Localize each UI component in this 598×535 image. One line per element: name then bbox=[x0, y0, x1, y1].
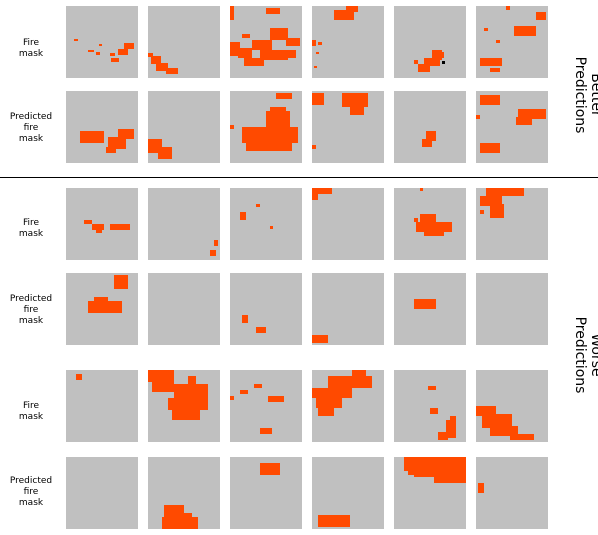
predicted-fire-mask-tile bbox=[148, 91, 220, 163]
fire-mask-tile bbox=[148, 188, 220, 260]
fire-mask-tile bbox=[230, 188, 302, 260]
predicted-fire-mask-tile bbox=[66, 273, 138, 345]
predicted-fire-mask-tile bbox=[312, 457, 384, 529]
fire-mask-tile bbox=[476, 370, 548, 442]
fire-mask-tile bbox=[394, 6, 466, 78]
predicted-fire-mask-tile bbox=[312, 273, 384, 345]
fire-mask-tile bbox=[476, 6, 548, 78]
fire-mask-tile bbox=[476, 188, 548, 260]
row-label-fire-mask: Fire mask bbox=[18, 38, 44, 59]
predicted-fire-mask-tile bbox=[230, 91, 302, 163]
fire-mask-tile bbox=[312, 370, 384, 442]
fire-mask-tile bbox=[66, 370, 138, 442]
row-label-predicted-fire-mask: Predicted fire mask bbox=[9, 112, 53, 144]
row-label-predicted-fire-mask: Predicted fire mask bbox=[9, 294, 53, 326]
fire-mask-tile bbox=[230, 6, 302, 78]
predicted-fire-mask-tile bbox=[230, 457, 302, 529]
predicted-fire-mask-tile bbox=[394, 457, 466, 529]
group-label-worse-predictions: Worse Predictions bbox=[572, 316, 598, 394]
fire-mask-tile bbox=[394, 370, 466, 442]
fire-mask-tile bbox=[148, 6, 220, 78]
predicted-fire-mask-tile bbox=[476, 273, 548, 345]
row-label-fire-mask: Fire mask bbox=[18, 401, 44, 422]
predicted-fire-mask-tile bbox=[230, 273, 302, 345]
fire-mask-tile bbox=[66, 6, 138, 78]
predicted-fire-mask-tile bbox=[148, 457, 220, 529]
predicted-fire-mask-tile bbox=[312, 91, 384, 163]
row-label-predicted-fire-mask: Predicted fire mask bbox=[9, 476, 53, 508]
predicted-fire-mask-tile bbox=[476, 457, 548, 529]
predicted-fire-mask-tile bbox=[148, 273, 220, 345]
row-label-fire-mask: Fire mask bbox=[18, 218, 44, 239]
fire-mask-tile bbox=[312, 6, 384, 78]
predicted-fire-mask-tile bbox=[394, 273, 466, 345]
fire-mask-tile bbox=[312, 188, 384, 260]
predicted-fire-mask-tile bbox=[394, 91, 466, 163]
predicted-fire-mask-tile bbox=[66, 91, 138, 163]
predicted-fire-mask-tile bbox=[476, 91, 548, 163]
fire-mask-tile bbox=[148, 370, 220, 442]
group-label-better-predictions: Better Predictions bbox=[572, 56, 598, 134]
fire-mask-tile bbox=[230, 370, 302, 442]
predicted-fire-mask-tile bbox=[66, 457, 138, 529]
fire-mask-tile bbox=[66, 188, 138, 260]
fire-mask-tile bbox=[394, 188, 466, 260]
group-divider bbox=[0, 177, 598, 178]
